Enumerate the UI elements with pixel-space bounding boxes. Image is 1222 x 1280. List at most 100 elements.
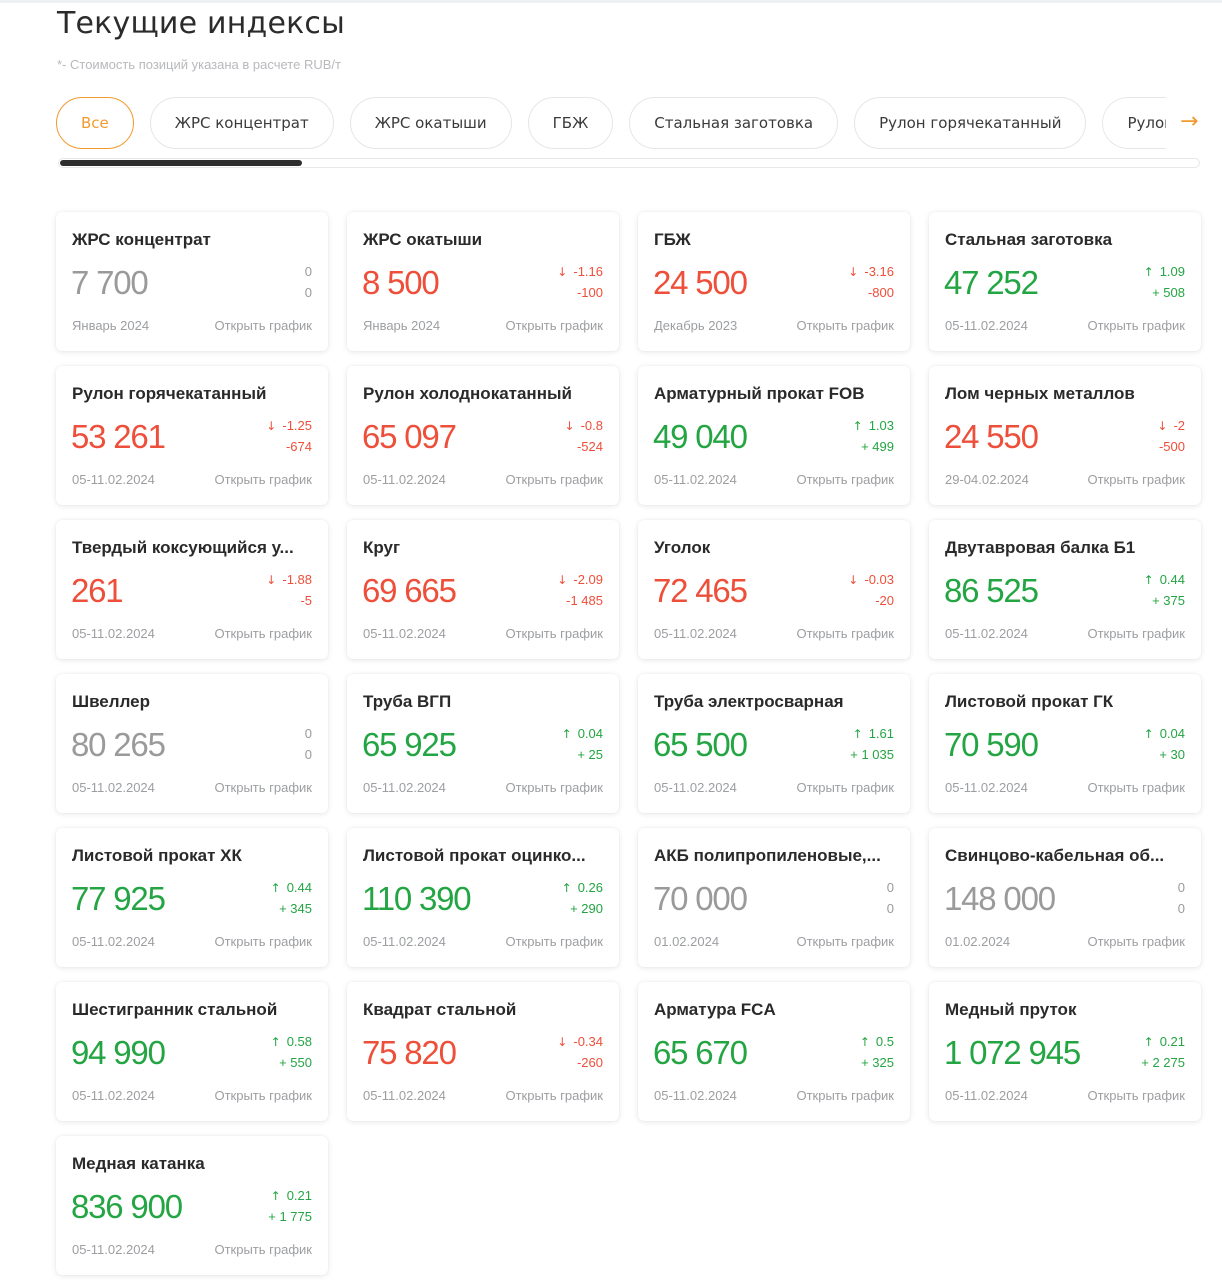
open-chart-link[interactable]: Открыть график bbox=[214, 934, 312, 949]
arrow-up-icon: ↑ bbox=[852, 419, 863, 433]
index-card[interactable]: Стальная заготовка 47 252 ↑ 1.09 + 508 05-11.… bbox=[929, 212, 1201, 351]
card-date: 01.02.2024 bbox=[654, 934, 720, 949]
card-title: Медная катанка bbox=[72, 1154, 205, 1173]
card-change-percent-value: -1.25 bbox=[282, 418, 312, 433]
filter-scrollbar-thumb[interactable] bbox=[60, 160, 302, 166]
open-chart-link[interactable]: Открыть график bbox=[1087, 934, 1185, 949]
open-chart-link[interactable]: Открыть график bbox=[796, 934, 894, 949]
index-card[interactable]: Свинцово-кабельная об... 148 000 0 0 01.02.2… bbox=[929, 828, 1201, 967]
open-chart-link[interactable]: Открыть график bbox=[1087, 780, 1185, 795]
card-change-percent: ↓ -1.16 bbox=[557, 264, 603, 279]
page-title: Текущие индексы bbox=[57, 6, 346, 41]
card-price: 836 900 bbox=[71, 1188, 183, 1225]
open-chart-link[interactable]: Открыть график bbox=[505, 626, 603, 641]
card-change-absolute: 0 bbox=[304, 747, 312, 762]
filter-chip[interactable]: ЖРС окатыши bbox=[349, 97, 512, 149]
index-card[interactable]: ЖРС концентрат 7 700 0 0 Январь 2024 Открыть … bbox=[56, 212, 328, 351]
open-chart-link[interactable]: Открыть график bbox=[505, 1088, 603, 1103]
open-chart-link[interactable]: Открыть график bbox=[505, 472, 603, 487]
open-chart-link[interactable]: Открыть график bbox=[505, 934, 603, 949]
open-chart-link[interactable]: Открыть график bbox=[214, 1242, 312, 1257]
index-card[interactable]: АКБ полипропиленовые,... 70 000 0 0 01.02.20… bbox=[638, 828, 910, 967]
open-chart-link[interactable]: Открыть график bbox=[505, 318, 603, 333]
index-card[interactable]: Лом черных металлов 24 550 ↓ -2 -500 29-04.02… bbox=[929, 366, 1201, 505]
arrow-down-icon: ↓ bbox=[266, 573, 277, 587]
index-card[interactable]: Медный пруток 1 072 945 ↑ 0.21 + 2 275 05-11.… bbox=[929, 982, 1201, 1121]
price-unit-note: *- Стоимость позиций указана в расчете R… bbox=[57, 57, 341, 72]
filter-chip[interactable]: Рулон горячекатанный bbox=[854, 97, 1087, 149]
filter-chip[interactable]: Стальная заготовка bbox=[629, 97, 839, 149]
index-card[interactable]: Медная катанка 836 900 ↑ 0.21 + 1 775 05-11.0… bbox=[56, 1136, 328, 1275]
card-change-percent-value: 0.58 bbox=[286, 1034, 312, 1049]
card-price: 65 925 bbox=[362, 726, 457, 763]
card-price: 53 261 bbox=[71, 418, 166, 455]
index-card[interactable]: ГБЖ 24 500 ↓ -3.16 -800 Декабрь 2023 Открыть г… bbox=[638, 212, 910, 351]
card-date: 05-11.02.2024 bbox=[945, 1088, 1028, 1103]
card-change-percent: ↓ -0.34 bbox=[557, 1034, 603, 1049]
index-card[interactable]: Листовой прокат оцинко... 110 390 ↑ 0.26 + 2… bbox=[347, 828, 619, 967]
card-title: Круг bbox=[363, 538, 401, 557]
open-chart-link[interactable]: Открыть график bbox=[505, 780, 603, 795]
index-card[interactable]: Твердый коксующийся у... 261 ↓ -1.88 -5 05-11… bbox=[56, 520, 328, 659]
card-change-absolute: 0 bbox=[886, 901, 894, 916]
index-card[interactable]: Уголок 72 465 ↓ -0.03 -20 05-11.02.2024 Открыт… bbox=[638, 520, 910, 659]
open-chart-link[interactable]: Открыть график bbox=[214, 472, 312, 487]
index-card[interactable]: Рулон холоднокатанный 65 097 ↓ -0.8 -524 05-1… bbox=[347, 366, 619, 505]
index-card[interactable]: Арматурный прокат FOB 49 040 ↑ 1.03 + 499 05-… bbox=[638, 366, 910, 505]
index-card[interactable]: Арматура FCA 65 670 ↑ 0.5 + 325 05-11.02.2024… bbox=[638, 982, 910, 1121]
arrow-down-icon: ↓ bbox=[848, 573, 859, 587]
index-card[interactable]: Рулон горячекатанный 53 261 ↓ -1.25 -674 05-1… bbox=[56, 366, 328, 505]
index-card[interactable]: Труба ВГП 65 925 ↑ 0.04 + 25 05-11.02.2024 Отк… bbox=[347, 674, 619, 813]
open-chart-link[interactable]: Открыть график bbox=[1087, 472, 1185, 487]
card-price: 148 000 bbox=[944, 880, 1056, 917]
open-chart-link[interactable]: Открыть график bbox=[214, 318, 312, 333]
card-date: 05-11.02.2024 bbox=[72, 626, 155, 641]
index-card[interactable]: Двутавровая балка Б1 86 525 ↑ 0.44 + 375 05-1… bbox=[929, 520, 1201, 659]
open-chart-link[interactable]: Открыть график bbox=[1087, 626, 1185, 641]
card-price: 86 525 bbox=[944, 572, 1039, 609]
filter-chip[interactable]: ЖРС концентрат bbox=[149, 97, 334, 149]
index-card[interactable]: ЖРС окатыши 8 500 ↓ -1.16 -100 Январь 2024 Отк… bbox=[347, 212, 619, 351]
index-card[interactable]: Круг 69 665 ↓ -2.09 -1 485 05-11.02.2024 Откры… bbox=[347, 520, 619, 659]
arrow-up-icon: ↑ bbox=[1143, 573, 1154, 587]
open-chart-link[interactable]: Открыть график bbox=[796, 472, 894, 487]
open-chart-link[interactable]: Открыть график bbox=[1087, 1088, 1185, 1103]
open-chart-link[interactable]: Открыть график bbox=[214, 1088, 312, 1103]
card-date: 05-11.02.2024 bbox=[945, 780, 1028, 795]
card-price: 24 550 bbox=[944, 418, 1039, 455]
card-change-percent-value: 0.5 bbox=[875, 1034, 894, 1049]
card-title: Твердый коксующийся у... bbox=[72, 538, 294, 557]
open-chart-link[interactable]: Открыть график bbox=[1087, 318, 1185, 333]
open-chart-link[interactable]: Открыть график bbox=[796, 318, 894, 333]
open-chart-link[interactable]: Открыть график bbox=[214, 780, 312, 795]
card-change-absolute: -100 bbox=[576, 285, 603, 300]
card-change-percent-value: -1.16 bbox=[573, 264, 603, 279]
index-card[interactable]: Труба электросварная 65 500 ↑ 1.61 + 1 035 05… bbox=[638, 674, 910, 813]
filter-chips: Все ЖРС концентрат ЖРС окатыши ГБЖ Стальная … bbox=[56, 97, 1166, 151]
open-chart-link[interactable]: Открыть график bbox=[796, 1088, 894, 1103]
card-change-percent-value: 0.26 bbox=[577, 880, 603, 895]
index-card[interactable]: Листовой прокат ГК 70 590 ↑ 0.04 + 30 05-11.0… bbox=[929, 674, 1201, 813]
open-chart-link[interactable]: Открыть график bbox=[214, 626, 312, 641]
open-chart-link[interactable]: Открыть график bbox=[796, 780, 894, 795]
card-price: 261 bbox=[71, 572, 124, 609]
filter-chip[interactable]: Все bbox=[56, 97, 134, 149]
card-change-absolute: + 2 275 bbox=[1141, 1055, 1185, 1070]
card-change-absolute: 0 bbox=[1177, 901, 1185, 916]
index-card[interactable]: Швеллер 80 265 0 0 05-11.02.2024 Открыть граф… bbox=[56, 674, 328, 813]
filter-chip[interactable]: Рулон холоднокатанный bbox=[1102, 97, 1166, 149]
arrow-right-icon[interactable]: → bbox=[1180, 109, 1199, 134]
filter-scrollbar-track[interactable] bbox=[58, 158, 1200, 168]
card-change-percent: 0 bbox=[305, 726, 312, 741]
open-chart-link[interactable]: Открыть график bbox=[796, 626, 894, 641]
card-date: 05-11.02.2024 bbox=[945, 318, 1028, 333]
card-price: 47 252 bbox=[944, 264, 1039, 301]
card-change-percent: ↓ -0.8 bbox=[565, 418, 603, 433]
index-card[interactable]: Листовой прокат ХК 77 925 ↑ 0.44 + 345 05-11.… bbox=[56, 828, 328, 967]
card-date: 05-11.02.2024 bbox=[363, 934, 446, 949]
index-card[interactable]: Квадрат стальной 75 820 ↓ -0.34 -260 05-11.02… bbox=[347, 982, 619, 1121]
filter-chip[interactable]: ГБЖ bbox=[527, 97, 614, 149]
index-card[interactable]: Шестигранник стальной 94 990 ↑ 0.58 + 550 05-… bbox=[56, 982, 328, 1121]
card-price: 49 040 bbox=[653, 418, 748, 455]
card-date: 05-11.02.2024 bbox=[72, 1088, 155, 1103]
